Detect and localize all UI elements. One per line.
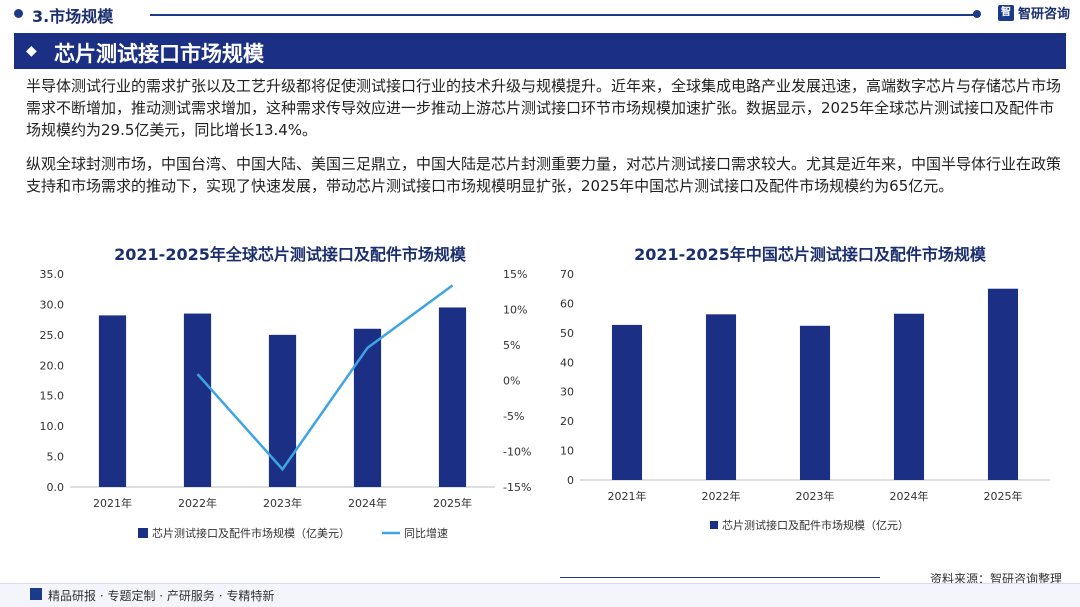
y-tick-label: 50 xyxy=(560,327,574,340)
y-tick-label: 15.0 xyxy=(40,390,65,403)
market-paragraph: 纵观全球封测市场，中国台湾、中国大陆、美国三足鼎立，中国大陆是芯片封测重要力量，… xyxy=(26,155,1062,195)
bar xyxy=(705,314,737,480)
footer-logo-icon xyxy=(30,588,42,600)
global-market-chart: 0.0 5.0 10.0 15.0 20.0 25.0 30.0 35.0 2021年 2022年… xyxy=(40,268,532,540)
x-tick-label: 2023年 xyxy=(796,489,835,503)
x-tick-label: 2024年 xyxy=(348,496,387,510)
y-tick-label: 0.0 xyxy=(47,481,65,494)
china-chart-title: 2021-2025年中国芯片测试接口及配件市场规模 xyxy=(634,245,986,264)
y2-tick-label: 15% xyxy=(503,268,527,281)
title-banner: ◆ 芯片测试接口市场规模 xyxy=(14,33,1066,69)
y2-tick-label: 10% xyxy=(503,304,527,317)
x-tick-label: 2024年 xyxy=(890,489,929,503)
brand-name: 智研咨询 xyxy=(1017,7,1070,22)
legend-bar-swatch xyxy=(138,528,148,538)
x-tick-label: 2023年 xyxy=(263,496,302,510)
section-title: 3.市场规模 xyxy=(32,7,114,26)
y2-tick-label: -10% xyxy=(503,446,531,459)
intro-paragraph: 半导体测试行业的需求扩张以及工艺升级都将促使测试接口行业的技术升级与规模提升。近… xyxy=(26,77,1062,139)
china-market-chart: 0 10 20 30 40 50 60 70 2021年 2022年 2023年 2024年 2025年… xyxy=(560,268,1050,532)
y2-tick-label: -15% xyxy=(503,481,531,494)
y-tick-label: 30.0 xyxy=(40,298,65,311)
y-tick-label: 20.0 xyxy=(40,359,65,372)
x-tick-label: 2022年 xyxy=(178,496,217,510)
brand-logo-icon: 智 xyxy=(997,4,1014,21)
y-tick-label: 25.0 xyxy=(40,329,65,342)
y-tick-label: 60 xyxy=(560,297,574,310)
bar xyxy=(611,324,643,480)
bar xyxy=(353,328,382,487)
legend-bar-swatch xyxy=(710,521,718,529)
x-tick-label: 2025年 xyxy=(433,496,472,510)
bar xyxy=(987,288,1019,480)
source-divider xyxy=(560,577,880,578)
page-title: 芯片测试接口市场规模 xyxy=(54,42,264,66)
y2-tick-label: 0% xyxy=(503,375,520,388)
brand: 智 智研咨询 xyxy=(997,3,1070,22)
bar xyxy=(98,315,127,487)
y-tick-label: 5.0 xyxy=(47,451,65,464)
header-divider xyxy=(150,14,980,16)
y-tick-label: 70 xyxy=(560,268,574,281)
y-tick-label: 10 xyxy=(560,445,574,458)
bar xyxy=(183,313,212,487)
x-tick-label: 2021年 xyxy=(608,489,647,503)
y-tick-label: 0 xyxy=(567,474,574,487)
footer-bar: 精品研报 · 专题定制 · 产研服务 · 专精特新 xyxy=(0,583,1080,607)
global-chart-title: 2021-2025年全球芯片测试接口及配件市场规模 xyxy=(114,245,466,264)
legend-bar-label: 芯片测试接口及配件市场规模（亿美元） xyxy=(152,526,350,540)
divider-dot-icon xyxy=(973,10,981,18)
x-tick-label: 2021年 xyxy=(93,496,132,510)
data-source: 资料来源：智研咨询整理 xyxy=(929,572,1062,586)
x-tick-label: 2025年 xyxy=(984,489,1023,503)
growth-line xyxy=(196,284,454,472)
bar xyxy=(893,313,925,480)
bar xyxy=(268,334,297,487)
y-tick-label: 20 xyxy=(560,415,574,428)
bar xyxy=(799,325,831,480)
y-tick-label: 30 xyxy=(560,386,574,399)
y2-tick-label: -5% xyxy=(503,410,524,423)
legend-bar-label: 芯片测试接口及配件市场规模（亿元） xyxy=(722,518,909,532)
legend-line-label: 同比增速 xyxy=(404,526,448,540)
y2-tick-label: 5% xyxy=(503,339,520,352)
x-tick-label: 2022年 xyxy=(702,489,741,503)
bullet-dot-icon xyxy=(14,9,23,18)
y-tick-label: 35.0 xyxy=(40,268,65,281)
diamond-icon: ◆ xyxy=(26,43,37,59)
top-bar: 3.市场规模 智 智研咨询 xyxy=(0,0,1080,28)
bar xyxy=(438,307,467,487)
footer-services: 精品研报 · 专题定制 · 产研服务 · 专精特新 xyxy=(48,589,275,603)
y-tick-label: 10.0 xyxy=(40,420,65,433)
y-tick-label: 40 xyxy=(560,356,574,369)
